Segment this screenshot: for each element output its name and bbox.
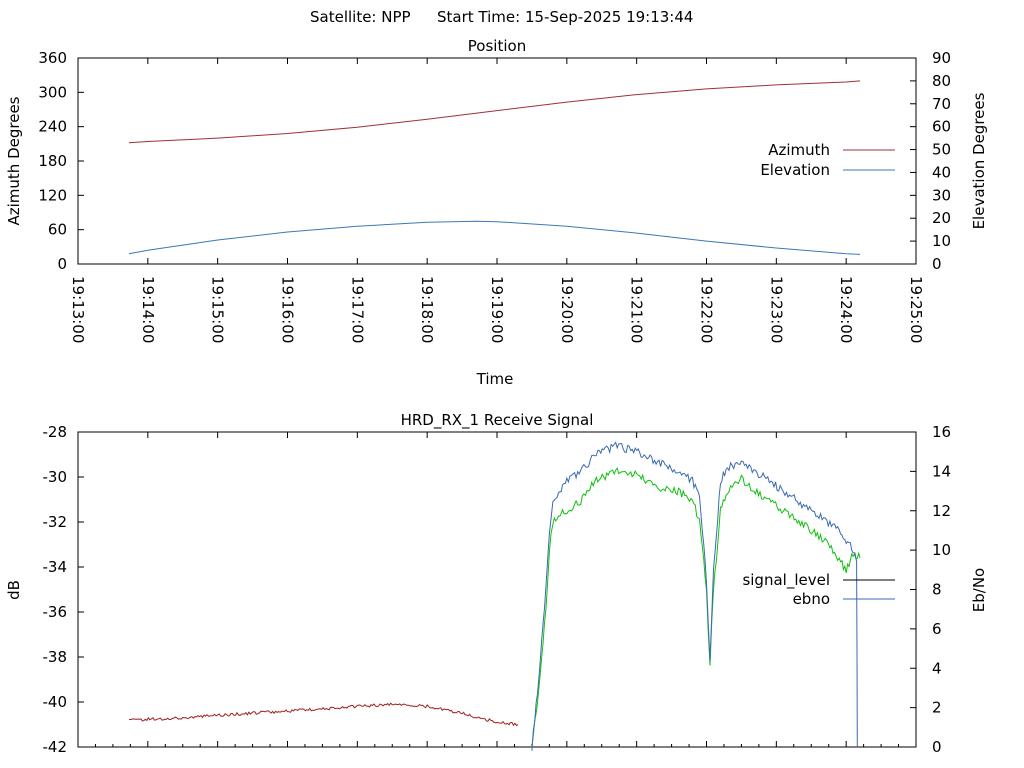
signal-chart-title: HRD_RX_1 Receive Signal bbox=[401, 411, 594, 430]
legend-ebno-label: ebno bbox=[793, 590, 830, 608]
y2-tick-label: 40 bbox=[932, 163, 951, 181]
series-line-ebno bbox=[531, 441, 858, 751]
y-tick-label: -32 bbox=[43, 513, 68, 531]
y2-tick-label: 0 bbox=[932, 738, 942, 756]
position-chart-title: Position bbox=[468, 37, 526, 55]
y2-tick-label: 70 bbox=[932, 95, 951, 113]
y-tick-label: 0 bbox=[57, 255, 67, 273]
position-legend: Azimuth Elevation bbox=[760, 141, 895, 179]
x-tick-label: 19:22:00 bbox=[698, 276, 716, 343]
y2-tick-label: 12 bbox=[932, 502, 951, 520]
x-tick-label: 19:18:00 bbox=[418, 276, 436, 343]
x-tick-label: 19:21:00 bbox=[628, 276, 646, 343]
y2-tick-label: 30 bbox=[932, 186, 951, 204]
signal-ebno-axis: 0 2 4 6 8 10 12 14 16 bbox=[910, 423, 951, 756]
legend-signal-level-label: signal_level bbox=[742, 571, 830, 590]
y-tick-label: -28 bbox=[43, 423, 68, 441]
y-tick-label: 60 bbox=[48, 221, 67, 239]
y2-tick-label: 60 bbox=[932, 118, 951, 136]
y-tick-label: 180 bbox=[38, 152, 67, 170]
y-tick-label: 240 bbox=[38, 118, 67, 136]
y2-tick-label: 10 bbox=[932, 232, 951, 250]
signal-ylabel: dB bbox=[5, 580, 23, 600]
y2-tick-label: 80 bbox=[932, 72, 951, 90]
x-tick-label: 19:23:00 bbox=[767, 276, 785, 343]
signal-legend: signal_level ebno bbox=[742, 571, 895, 608]
position-xlabel: Time bbox=[476, 370, 514, 388]
start-time-label: Start Time: 15-Sep-2025 19:13:44 bbox=[437, 8, 693, 26]
signal-time-axis bbox=[77, 432, 917, 747]
x-tick-label: 19:15:00 bbox=[209, 276, 227, 343]
y2-tick-label: 50 bbox=[932, 141, 951, 159]
x-tick-label: 19:13:00 bbox=[69, 276, 87, 343]
series-line-green_trace bbox=[531, 466, 861, 748]
y2-tick-label: 10 bbox=[932, 541, 951, 559]
position-time-axis: 19:13:00 19:14:00 19:15:00 19:16:00 19:17:00… bbox=[69, 58, 925, 343]
x-tick-label: 19:14:00 bbox=[139, 276, 157, 343]
signal-plot-frame bbox=[77, 431, 917, 748]
x-tick-label: 19:16:00 bbox=[279, 276, 297, 343]
position-series bbox=[128, 80, 861, 255]
series-line-Azimuth bbox=[128, 80, 861, 144]
satellite-label: Satellite: NPP bbox=[310, 8, 411, 26]
position-azimuth-axis: 0 60 120 180 240 300 360 bbox=[38, 49, 84, 273]
series-line-red_trace bbox=[128, 702, 519, 727]
y2-tick-label: 8 bbox=[932, 581, 942, 599]
series-line-Elevation bbox=[128, 220, 861, 255]
y-tick-label: -36 bbox=[43, 603, 68, 621]
x-tick-label: 19:17:00 bbox=[348, 276, 366, 343]
y2-tick-label: 0 bbox=[932, 255, 942, 273]
position-y2label: Elevation Degrees bbox=[970, 92, 988, 229]
y-tick-label: -42 bbox=[43, 738, 68, 756]
y2-tick-label: 14 bbox=[932, 462, 951, 480]
x-tick-label: 19:24:00 bbox=[837, 276, 855, 343]
signal-y2label: Eb/No bbox=[970, 568, 988, 612]
x-tick-label: 19:20:00 bbox=[558, 276, 576, 343]
y-tick-label: 360 bbox=[38, 49, 67, 67]
y2-tick-label: 16 bbox=[932, 423, 951, 441]
legend-elevation-label: Elevation bbox=[760, 161, 830, 179]
y-tick-label: -30 bbox=[43, 468, 68, 486]
y2-tick-label: 6 bbox=[932, 620, 942, 638]
y-tick-label: 300 bbox=[38, 83, 67, 101]
x-tick-label: 19:25:00 bbox=[907, 276, 925, 343]
position-chart: Position 0 60 120 180 240 300 360 0 10 20 30 40 50 6… bbox=[5, 37, 988, 388]
receive-signal-chart: HRD_RX_1 Receive Signal -42-40-38-36-34-… bbox=[5, 411, 988, 756]
y-tick-label: -34 bbox=[43, 558, 68, 576]
y-tick-label: 120 bbox=[38, 186, 67, 204]
position-ylabel: Azimuth Degrees bbox=[5, 96, 23, 225]
y-tick-label: -40 bbox=[43, 693, 68, 711]
y2-tick-label: 20 bbox=[932, 209, 951, 227]
x-tick-label: 19:19:00 bbox=[488, 276, 506, 343]
legend-azimuth-label: Azimuth bbox=[768, 141, 830, 159]
signal-db-axis: -42 -40 -38 -36 -34 -32 -30 -28 bbox=[43, 423, 84, 756]
y2-tick-label: 90 bbox=[932, 49, 951, 67]
y2-tick-label: 4 bbox=[932, 659, 942, 677]
position-elevation-axis: 0 10 20 30 40 50 60 70 80 90 bbox=[910, 49, 951, 273]
y-tick-label: -38 bbox=[43, 648, 68, 666]
signal-series bbox=[128, 441, 861, 751]
y2-tick-label: 2 bbox=[932, 699, 942, 717]
